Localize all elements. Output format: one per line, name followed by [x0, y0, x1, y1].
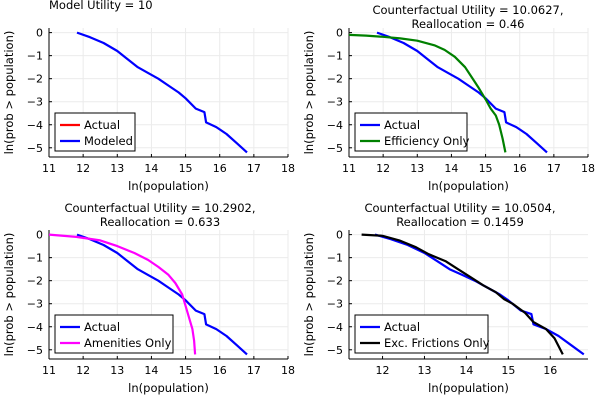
x-tick-label: 18 [281, 364, 295, 377]
y-axis-label: ln(prob > population) [302, 31, 316, 155]
x-tick-label: 13 [110, 364, 124, 377]
x-tick-label: 16 [543, 364, 557, 377]
y-tick-label: −5 [327, 344, 343, 357]
x-tick-label: 16 [213, 162, 227, 175]
panel-2: 11 12 13 14 15 16 17 18 0 −1 −2 −3 −4 −5 ln(population… [302, 3, 595, 193]
x-tick-label: 14 [444, 162, 458, 175]
y-tick-label: −4 [27, 119, 43, 132]
x-tick-label: 15 [479, 162, 493, 175]
x-tick-label: 14 [459, 364, 473, 377]
x-tick-label: 15 [501, 364, 515, 377]
x-axis-label: ln(population) [428, 381, 509, 395]
y-tick-label: −2 [27, 73, 43, 86]
y-tick-label: −1 [327, 50, 343, 63]
legend-box [54, 112, 136, 152]
legend-box [354, 112, 468, 152]
legend-label: Actual [84, 320, 120, 334]
legend-label: Actual [384, 118, 420, 132]
x-tick-label: 14 [144, 162, 158, 175]
x-tick-label: 14 [144, 364, 158, 377]
x-tick-label: 12 [376, 162, 390, 175]
panel-1: 11 12 13 14 15 16 17 18 0 −1 −2 −3 −4 −5 ln(population… [2, 0, 295, 193]
y-tick-label: −2 [327, 73, 343, 86]
y-tick-label: 0 [336, 27, 343, 40]
y-axis-label: ln(prob > population) [2, 233, 16, 357]
x-tick-label: 13 [417, 364, 431, 377]
x-tick-label: 18 [281, 162, 295, 175]
y-tick-label: −2 [27, 275, 43, 288]
y-tick-label: −3 [27, 96, 43, 109]
series-line-1 [76, 233, 248, 356]
x-axis-label: ln(population) [128, 179, 209, 193]
y-tick-label: −1 [27, 50, 43, 63]
chart-title: Counterfactual Utility = 10.2902, [64, 201, 255, 215]
x-tick-label: 16 [513, 162, 527, 175]
legend-box [54, 314, 174, 354]
legend: Actual Amenities Only [54, 314, 174, 354]
x-tick-label: 11 [42, 162, 56, 175]
legend-label: Efficiency Only [384, 134, 470, 148]
legend: Actual Modeled [54, 112, 136, 152]
chart-subtitle: Reallocation = 0.1459 [396, 215, 524, 229]
chart-title: Counterfactual Utility = 10.0627, [372, 3, 563, 17]
y-tick-label: −3 [327, 298, 343, 311]
y-tick-label: −5 [327, 142, 343, 155]
y-tick-label: −5 [27, 344, 43, 357]
panel-3: 11 12 13 14 15 16 17 18 0 −1 −2 −3 −4 −5 ln(population… [2, 201, 295, 395]
y-tick-label: −3 [327, 96, 343, 109]
chart-title: Counterfactual Utility = 10.0504, [364, 201, 555, 215]
y-tick-label: −4 [327, 119, 343, 132]
legend-label: Amenities Only [84, 336, 172, 350]
x-tick-label: 12 [376, 364, 390, 377]
x-tick-label: 17 [547, 162, 561, 175]
y-tick-label: −3 [27, 298, 43, 311]
legend: Actual Efficiency Only [354, 112, 470, 152]
y-tick-label: −2 [327, 275, 343, 288]
x-tick-label: 11 [342, 162, 356, 175]
series-line-2 [49, 233, 197, 355]
y-tick-label: −1 [327, 252, 343, 265]
legend: Actual Exc. Frictions Only [354, 314, 490, 354]
y-tick-label: −5 [27, 142, 43, 155]
x-tick-label: 13 [410, 162, 424, 175]
x-tick-label: 11 [42, 364, 56, 377]
legend-label: Exc. Frictions Only [384, 336, 490, 350]
chart-subtitle: Reallocation = 0.46 [412, 17, 525, 31]
x-tick-label: 16 [213, 364, 227, 377]
series-line-2 [361, 233, 564, 355]
legend-box [354, 314, 489, 354]
y-tick-label: −1 [27, 252, 43, 265]
y-axis-label: ln(prob > population) [302, 233, 316, 357]
y-tick-label: −4 [327, 321, 343, 334]
legend-label: Actual [384, 320, 420, 334]
legend-label: Actual [84, 118, 120, 132]
x-tick-label: 18 [581, 162, 595, 175]
x-tick-label: 17 [247, 364, 261, 377]
x-axis-label: ln(population) [428, 179, 509, 193]
x-tick-label: 15 [179, 162, 193, 175]
x-tick-label: 17 [247, 162, 261, 175]
chart-title: Model Utility = 10 [49, 0, 153, 12]
series-line-2 [76, 31, 248, 154]
x-tick-label: 12 [76, 364, 90, 377]
panel-4: 12 13 14 15 16 0 −1 −2 −3 −4 −5 ln(population) ln(pr… [302, 201, 588, 395]
y-axis-label: ln(prob > population) [2, 31, 16, 155]
y-tick-label: 0 [36, 27, 43, 40]
y-tick-label: 0 [36, 229, 43, 242]
series-line-1 [376, 31, 548, 154]
x-axis-label: ln(population) [128, 381, 209, 395]
x-tick-label: 15 [179, 364, 193, 377]
y-tick-label: 0 [336, 229, 343, 242]
x-tick-label: 13 [110, 162, 124, 175]
y-tick-label: −4 [27, 321, 43, 334]
legend-label: Modeled [84, 134, 133, 148]
chart-subtitle: Reallocation = 0.633 [100, 215, 220, 229]
x-tick-label: 12 [76, 162, 90, 175]
series-line-2 [349, 33, 507, 153]
